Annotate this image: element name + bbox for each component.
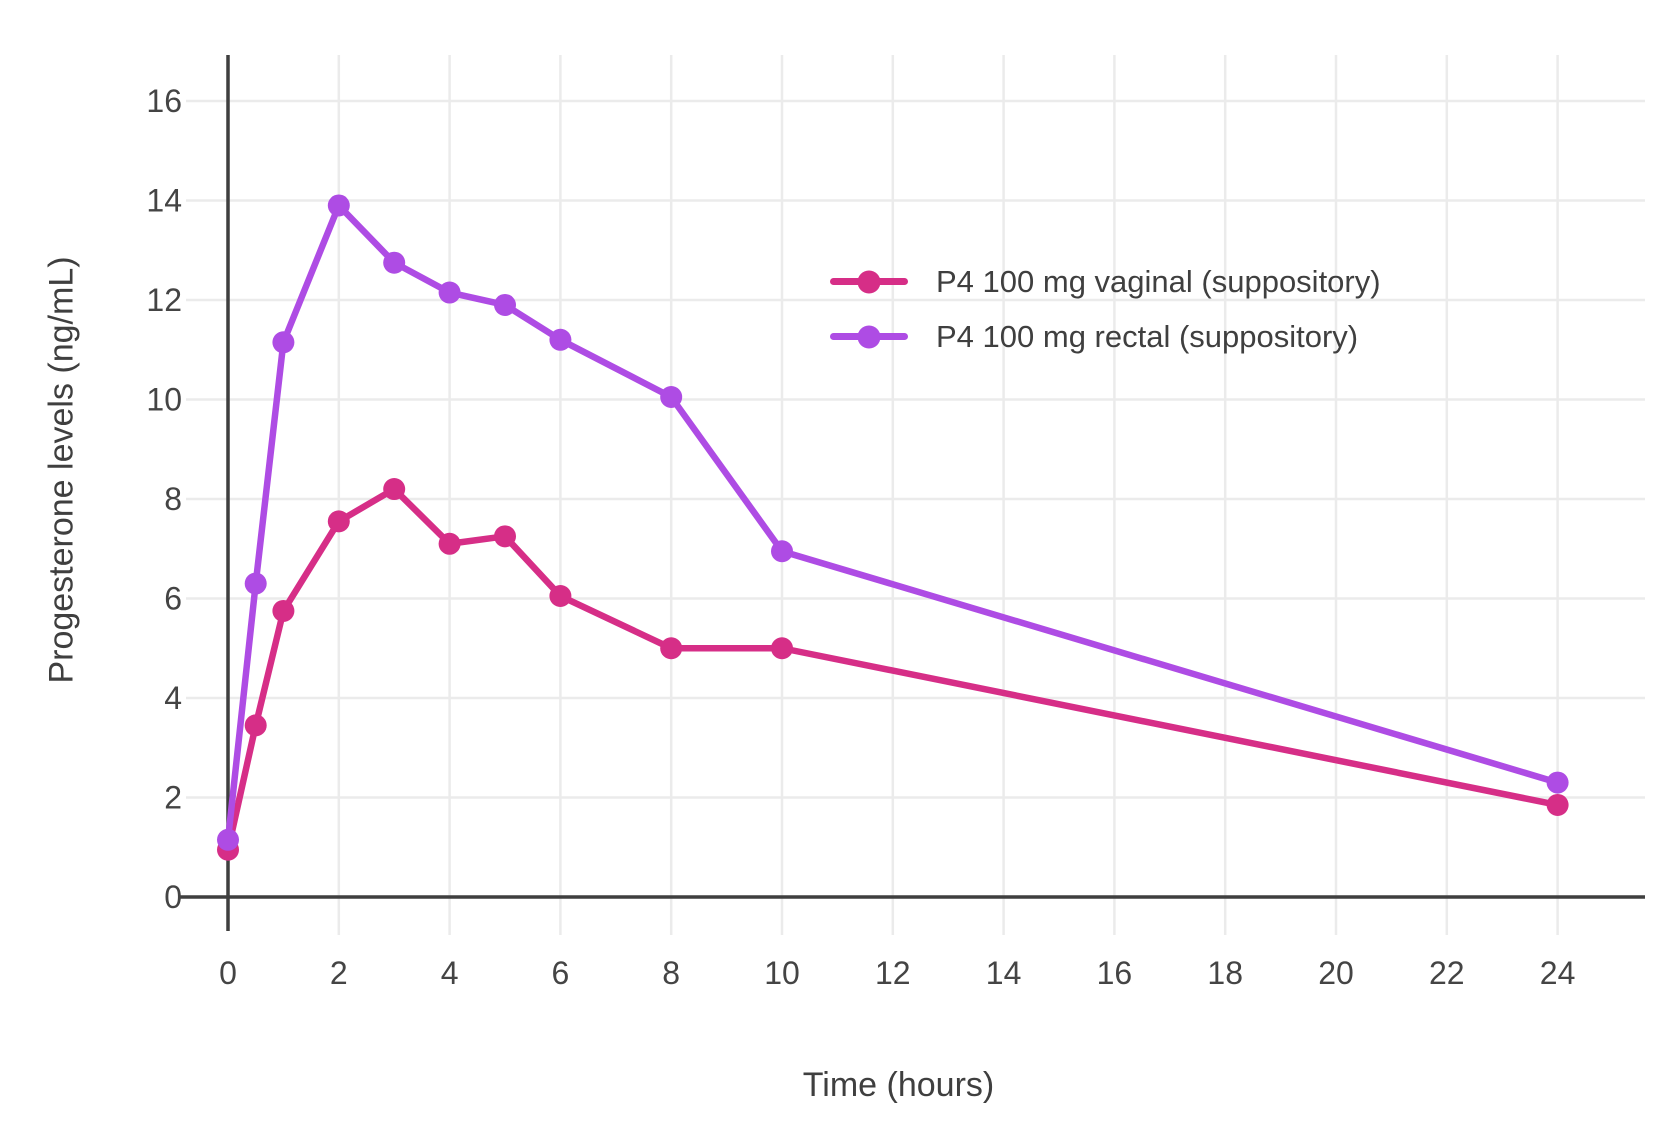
x-tick-label: 4 [441,955,459,991]
data-point-marker [438,532,461,555]
data-point-marker [1546,771,1569,794]
y-tick-label: 16 [146,83,182,119]
data-point-marker [549,585,572,608]
data-point-marker [217,828,239,851]
data-point-marker [272,331,295,354]
data-point-marker [549,328,572,351]
legend: P4 100 mg vaginal (suppository) P4 100 m… [830,254,1381,364]
data-point-marker [383,478,406,501]
x-tick-label: 8 [662,955,680,991]
legend-item-rectal: P4 100 mg rectal (suppository) [830,309,1381,364]
x-tick-label: 24 [1540,955,1576,991]
y-tick-label: 14 [146,183,182,219]
data-point-marker [771,637,793,660]
x-tick-label: 6 [552,955,570,991]
data-point-marker [494,293,516,316]
x-tick-label: 18 [1207,955,1243,991]
x-axis-title: Time (hours) [802,1066,995,1104]
data-point-marker [244,714,267,737]
x-tick-label: 20 [1318,955,1354,991]
x-tick-label: 2 [330,955,348,991]
x-tick-label: 14 [986,955,1022,991]
y-axis-title: Progesterone levels (ng/mL) [42,256,81,684]
x-tick-label: 0 [219,955,237,991]
x-tick-label: 12 [875,955,911,991]
y-tick-label: 0 [164,879,182,915]
legend-label-rectal: P4 100 mg rectal (suppository) [936,318,1359,354]
y-tick-label: 8 [164,481,182,517]
y-tick-label: 12 [146,282,182,318]
x-tick-label: 22 [1429,955,1465,991]
legend-line-marker-rectal [830,325,908,348]
data-point-marker [771,540,793,563]
data-point-marker [660,637,683,660]
legend-dot-icon [857,325,881,348]
legend-label-vaginal: P4 100 mg vaginal (suppository) [936,263,1381,299]
legend-line-marker-vaginal [830,270,908,293]
y-tick-label: 10 [146,382,182,418]
data-point-marker [327,510,350,533]
data-point-marker [244,572,267,595]
legend-dot-icon [857,270,881,293]
data-point-marker [660,386,683,409]
data-point-marker [327,194,350,217]
data-point-marker [438,281,461,304]
y-tick-label: 6 [164,581,182,617]
y-tick-label: 2 [164,780,182,816]
legend-item-vaginal: P4 100 mg vaginal (suppository) [830,254,1381,309]
data-point-marker [1546,793,1569,816]
y-tick-label: 4 [164,680,182,716]
x-tick-label: 10 [764,955,800,991]
data-point-marker [383,251,406,274]
data-point-marker [272,599,295,622]
x-tick-label: 16 [1097,955,1133,991]
data-point-marker [494,525,516,548]
